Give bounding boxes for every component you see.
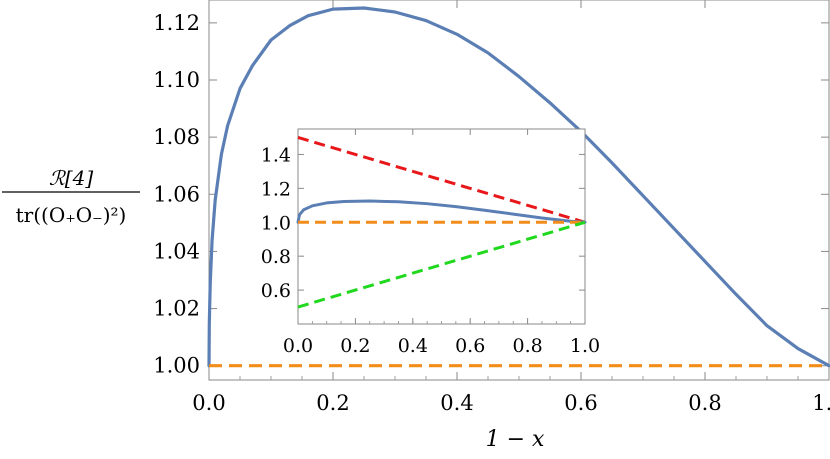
main-series-0-curve (207, 6, 830, 368)
main-y-tick-label: 1.02 (153, 297, 200, 321)
main-x-tick-label: 0.0 (192, 391, 225, 415)
main-x-tick-label: 1.0 (812, 391, 830, 415)
x-axis-title: 1 − x (486, 427, 545, 452)
inset-x-tick-label: 0.2 (340, 335, 370, 357)
inset-frame (297, 128, 586, 325)
main-x-tick-label: 0.6 (564, 391, 597, 415)
main-y-tick-label: 1.06 (153, 182, 200, 206)
inset-y-tick-label: 1.2 (261, 178, 291, 200)
inset-x-tick-label: 0.6 (455, 335, 485, 357)
inset-y-tick-label: 1.4 (261, 144, 291, 166)
main-y-tick-label: 1.12 (153, 11, 200, 35)
inset-plot: 0.0 0.2 0.4 0.6 0.8 1.0 0.6 0.8 1.0 1.2 1.4 (261, 128, 600, 357)
main-x-tick-label: 0.8 (688, 391, 721, 415)
inset-y-tick-label: 0.6 (261, 280, 291, 302)
y-axis-title: ℛ[4] tr((O₊O₋)²) (2, 166, 140, 227)
y-axis-title-numerator: ℛ[4] (49, 166, 93, 190)
main-y-tick-label: 1.10 (153, 68, 200, 92)
inset-x-tick-label: 0.4 (398, 335, 428, 357)
inset-x-tick-label: 1.0 (570, 335, 600, 357)
inset-y-tick-label: 1.0 (261, 212, 291, 234)
main-y-tick-label: 1.04 (153, 239, 200, 263)
main-x-tick-label: 0.4 (440, 391, 473, 415)
y-axis-title-denominator: tr((O₊O₋)²) (16, 203, 127, 227)
inset-x-tick-label: 0.8 (512, 335, 542, 357)
main-plot: 0.0 0.2 0.4 0.6 0.8 1.0 1.00 1.02 1.04 1.06 1.08 1.… (153, 0, 830, 415)
inset-y-tick-label: 0.8 (261, 246, 291, 268)
main-y-tick-label: 1.00 (153, 354, 200, 378)
inset-series-1-curve (296, 199, 587, 224)
inset-x-tick-label: 0.0 (283, 335, 313, 357)
main-y-tick-label: 1.08 (153, 125, 200, 149)
main-x-tick-label: 0.2 (316, 391, 349, 415)
